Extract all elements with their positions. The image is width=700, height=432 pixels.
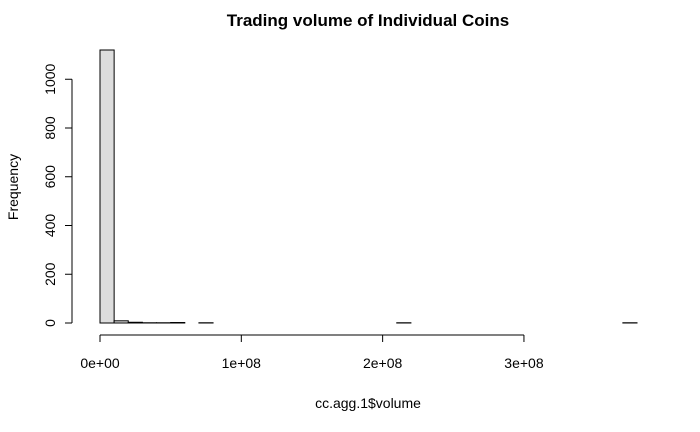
histogram-bar [99, 49, 115, 324]
x-tick-label: 2e+08 [363, 355, 403, 371]
y-tick-label: 400 [42, 214, 58, 238]
y-tick-label: 600 [42, 165, 58, 189]
y-tick-label: 200 [42, 262, 58, 286]
x-axis-label: cc.agg.1$volume [315, 395, 421, 411]
chart-title: Trading volume of Individual Coins [227, 11, 509, 30]
histogram-bar [113, 320, 129, 324]
histogram-bar [127, 321, 143, 324]
x-axis: 0e+00 1e+08 2e+08 3e+08 [80, 334, 544, 371]
histogram-bars [99, 49, 638, 324]
y-axis-label: Frequency [5, 154, 21, 220]
y-tick-label: 1000 [42, 63, 58, 94]
y-tick-label: 800 [42, 116, 58, 140]
x-tick-label: 1e+08 [222, 355, 262, 371]
y-axis: 0 200 400 600 800 1000 [42, 63, 73, 327]
x-tick-label: 0e+00 [80, 355, 120, 371]
y-tick-label: 0 [42, 319, 58, 327]
x-tick-label: 3e+08 [504, 355, 544, 371]
